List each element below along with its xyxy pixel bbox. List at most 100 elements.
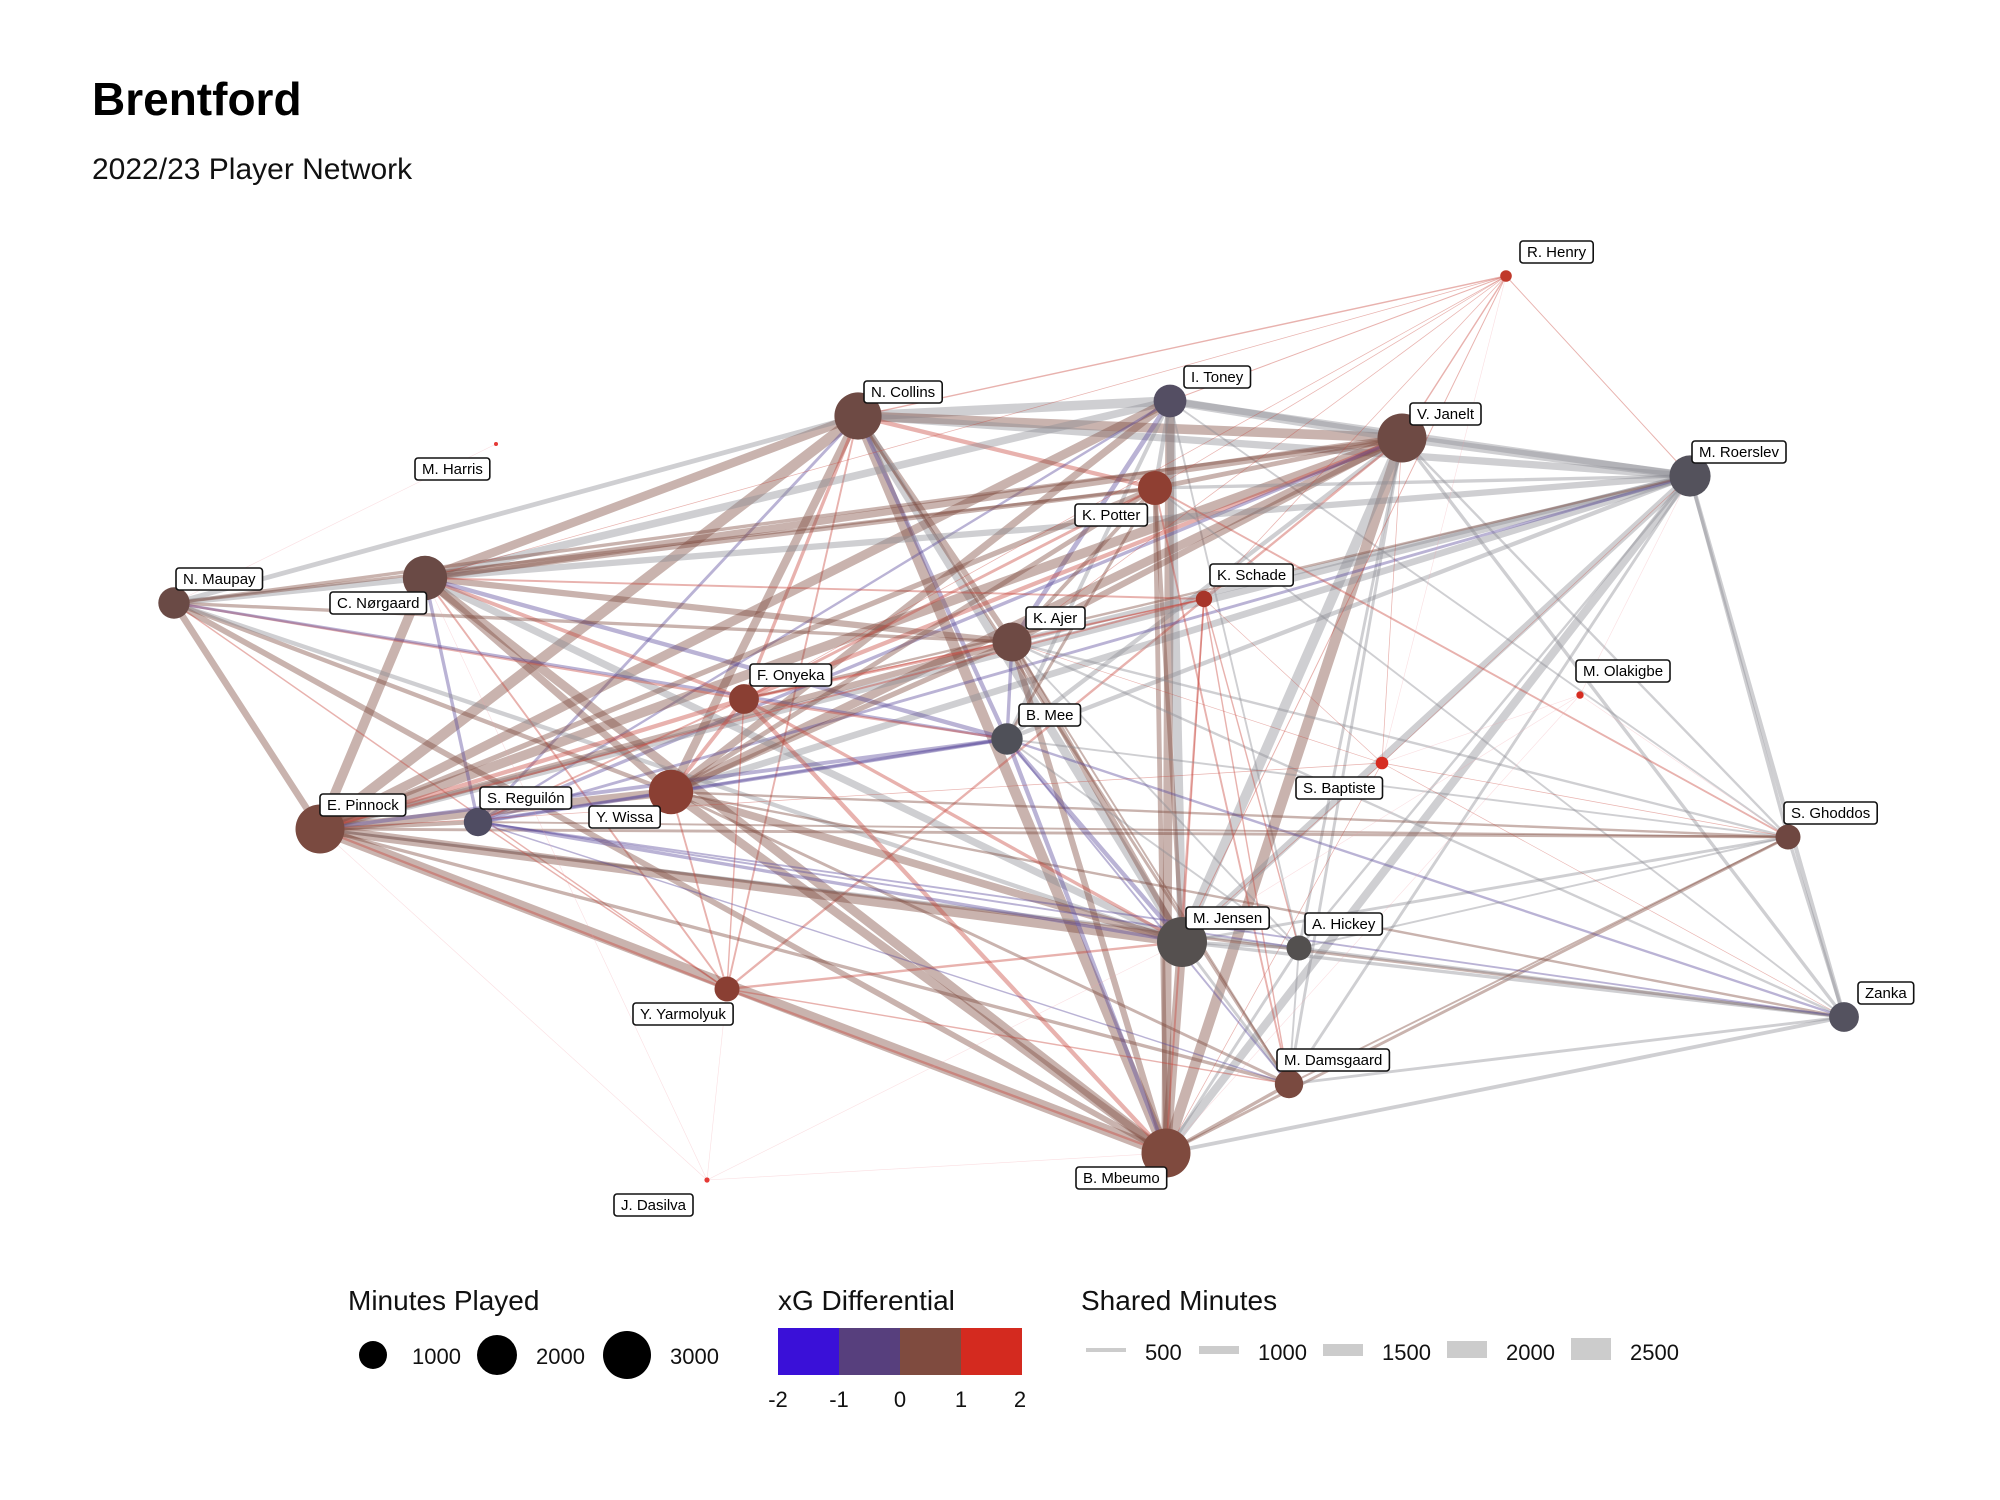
edge-roerslev-zanka [1687,473,1847,1020]
node-olakigbe [1576,691,1584,699]
edge-collins-maupay [171,413,861,606]
legend-shared-title: Shared Minutes [1081,1285,1277,1316]
edge-roerslev-damsgaard [1287,474,1692,1086]
edge-mee-zanka [1005,737,1846,1019]
node-label-box [175,567,264,591]
node-label-schade: K. Schade [1209,563,1294,587]
node-label-text: M. Harris [422,461,483,478]
edge-potter-ghoddos [1154,487,1789,838]
node-label-text: C. Nørgaard [337,595,420,612]
edge-potter-henry [1154,275,1507,489]
edge-norgaard-mbeumo [420,573,1171,1158]
edge-ajer-schade [1011,598,1205,643]
edge-wissa-potter [668,485,1158,795]
node-ajer [992,622,1032,662]
node-label-harris: M. Harris [414,457,491,481]
edge-henry-norgaard [424,275,1507,579]
edge-schade-damsgaard [1203,598,1290,1085]
edge-mbeumo-hickey [1164,946,1301,1155]
node-label-text: N. Collins [871,384,935,401]
edge-baptiste-pinnock [319,762,1383,830]
edge-janelt-mbeumo [1160,432,1408,1159]
edge-janelt-hickey [1297,436,1404,950]
edge-damsgaard-yarmolyuk [726,988,1290,1085]
node-label-pinnock: E. Pinnock [319,793,407,817]
node-label-text: V. Janelt [1417,406,1475,423]
node-label-box [1183,365,1252,389]
node-label-text: M. Roerslev [1699,444,1780,461]
legend-xg-tick-m1: -1 [829,1387,849,1412]
node-label-text: M. Olakigbe [1583,663,1663,680]
edge-schade-hickey [1203,598,1300,949]
node-label-box [414,457,491,481]
node-label-text: E. Pinnock [327,797,399,814]
legend-width-500 [1086,1348,1126,1352]
edge-collins-mee [855,413,1010,742]
edge-collins-henry [857,275,1507,417]
node-label-box [1304,912,1384,936]
edge-collins-pinnock [314,410,864,835]
edge-janelt-roerslev [1397,433,1695,481]
edge-collins-onyeka [742,414,860,701]
edge-toney-ghoddos [1169,400,1789,838]
legend-xg-swatch-3 [900,1328,961,1375]
edge-zanka-reguilon [477,821,1845,1018]
edge-roerslev-onyeka [742,474,1692,701]
node-label-box [1209,563,1294,587]
node-schade [1195,590,1213,608]
edge-pinnock-reguilon [317,819,481,832]
edge-mbeumo-schade [1165,598,1205,1154]
edge-reguilon-yarmolyuk [477,821,728,990]
node-label-box [1575,659,1671,683]
edge-toney-norgaard [421,397,1174,582]
edge-toney-mee [1005,399,1172,741]
node-label-norgaard: C. Nørgaard [329,591,428,615]
node-label-text: B. Mbeumo [1083,1170,1160,1187]
node-label-toney: I. Toney [1183,365,1252,389]
edge-pinnock-ajer [316,638,1016,833]
edge-toney-mbeumo [1161,396,1175,1158]
legend-xg-swatch-4 [961,1328,1022,1375]
edge-roerslev-mee [1004,473,1693,742]
edge-collins-jensen [853,411,1187,947]
node-yarmolyuk [714,976,740,1002]
node-label-box [1691,440,1787,464]
edge-norgaard-jensen [421,574,1186,946]
edge-onyeka-mee [742,697,1009,741]
edge-collins-janelt [853,411,1407,443]
edge-dasilva-jensen [706,941,1183,1181]
node-label-text: M. Damsgaard [1284,1052,1382,1069]
node-label-text: K. Potter [1082,507,1140,524]
legend-size-2000 [477,1335,517,1375]
edge-norgaard-onyeka [423,576,746,701]
node-label-text: S. Ghoddos [1791,805,1870,822]
edge-zanka-hickey [1297,946,1846,1019]
edge-toney-janelt [1165,396,1407,443]
edge-pinnock-schade [319,598,1205,830]
node-onyeka [729,684,759,714]
node-label-ghoddos: S. Ghoddos [1783,801,1878,825]
edge-ajer-onyeka [742,640,1014,701]
node-label-text: Y. Yarmolyuk [640,1006,726,1023]
edge-toney-jensen [1165,396,1187,947]
node-label-box [588,805,661,829]
node-label-reguilon: S. Reguilón [479,786,573,810]
node-henry [1500,270,1512,282]
edge-ajer-ghoddos [1010,640,1790,839]
edge-jensen-yarmolyuk [725,940,1184,991]
edge-schade-baptiste [1203,598,1383,764]
edge-baptiste-janelt [1381,437,1403,764]
edge-janelt-norgaard [421,434,1406,582]
node-maupay [158,587,190,619]
edge-janelt-onyeka [741,435,1405,702]
edge-reguilon-damsgaard [477,821,1290,1085]
node-label-henry: R. Henry [1519,240,1594,264]
edge-toney-wissa [667,397,1174,796]
edge-jensen-potter [1152,485,1185,945]
edge-jensen-henry [1181,275,1507,943]
edge-janelt-potter [1152,435,1405,491]
node-collins [834,392,882,440]
edge-maupay-wissa [171,600,674,795]
node-label-text: A. Hickey [1312,916,1376,933]
